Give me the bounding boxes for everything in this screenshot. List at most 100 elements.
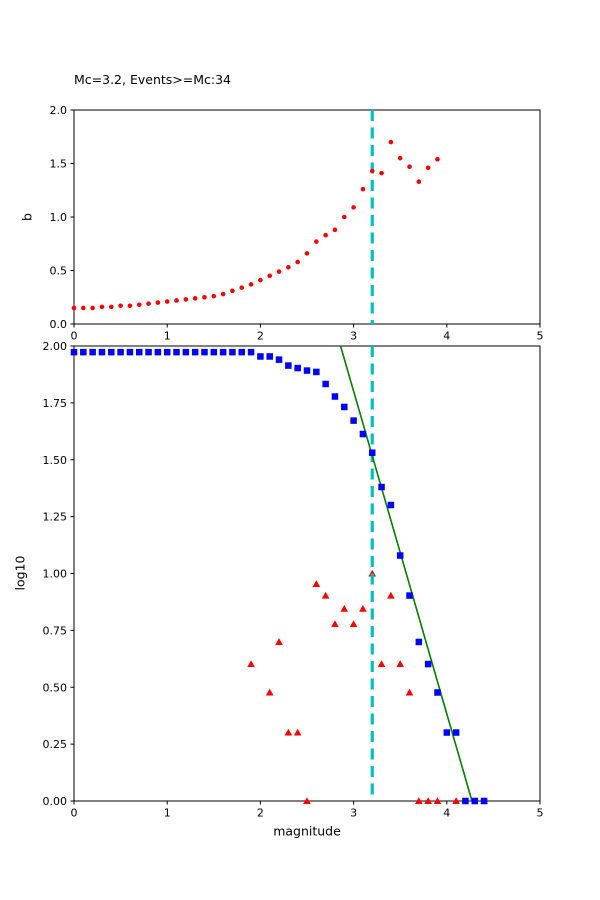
bottom-plot-y-tick-label: 2.00 bbox=[43, 340, 68, 353]
bottom-plot-noncumulative-bin-counts-log10-point bbox=[303, 797, 311, 804]
bottom-plot-noncumulative-bin-counts-log10-point bbox=[415, 797, 423, 804]
bottom-plot-cumulative-counts-log10-point bbox=[219, 348, 227, 356]
bottom-plot-cumulative-counts-log10-point bbox=[163, 348, 171, 356]
bottom-plot-y-tick-label: 0.50 bbox=[43, 681, 68, 694]
bottom-plot-noncumulative-bin-counts-log10-point bbox=[387, 591, 395, 599]
bottom-plot-cumulative-counts-log10-point bbox=[182, 348, 190, 356]
top-plot-b-value-estimates-point bbox=[397, 155, 403, 161]
bottom-plot-cumulative-counts-log10-point bbox=[229, 348, 236, 356]
bottom-plot-x-tick-label: 2 bbox=[257, 807, 264, 820]
bottom-plot-noncumulative-bin-counts-log10-point bbox=[340, 604, 349, 612]
top-plot-b-value-estimates-point bbox=[314, 239, 319, 244]
top-plot-b-value-estimates-point bbox=[388, 139, 394, 145]
bottom-plot-cumulative-counts-log10-point bbox=[424, 660, 432, 668]
top-plot-b-value-estimates-point bbox=[90, 305, 95, 311]
top-plot-b-value-estimates-point bbox=[258, 277, 263, 283]
bottom-plot-y-tick-label: 0.25 bbox=[43, 738, 68, 751]
top-plot-x-tick-label: 1 bbox=[164, 330, 171, 343]
top-plot-b-value-estimates-point bbox=[71, 305, 77, 311]
bottom-plot-cumulative-counts-log10-point bbox=[108, 348, 115, 356]
bottom-plot-noncumulative-bin-counts-log10-point bbox=[368, 569, 377, 577]
top-plot-b-value-estimates-point bbox=[192, 296, 198, 301]
bottom-plot-cumulative-counts-log10-point bbox=[173, 348, 180, 356]
bottom-plot-noncumulative-bin-counts-log10-point bbox=[452, 797, 460, 804]
top-plot-b-value-estimates-point bbox=[267, 273, 273, 279]
top-plot-b-value-estimates-point bbox=[127, 303, 133, 309]
bottom-plot-noncumulative-bin-counts-log10-point bbox=[275, 638, 283, 645]
top-plot-x-tick-label: 3 bbox=[350, 330, 357, 343]
bottom-plot-cumulative-counts-log10-point bbox=[294, 364, 301, 372]
top-plot-x-tick-label: 4 bbox=[443, 330, 450, 343]
bottom-plot-cumulative-counts-log10-point bbox=[145, 348, 152, 356]
top-plot-b-value-estimates-point bbox=[248, 282, 254, 287]
top-plot-x-tick-label: 2 bbox=[257, 330, 264, 343]
bottom-plot-y-tick-label: 0.75 bbox=[43, 624, 68, 637]
bottom-xlabel: magnitude bbox=[273, 823, 341, 839]
top-plot-y-tick-label: 1.0 bbox=[50, 211, 68, 224]
bottom-plot-noncumulative-bin-counts-log10-point bbox=[424, 797, 432, 804]
top-plot-b-value-estimates-point bbox=[369, 168, 375, 174]
top-plot-b-value-estimates-point bbox=[332, 227, 338, 233]
top-plot-b-value-estimates-point bbox=[295, 259, 300, 265]
bottom-plot-cumulative-counts-log10-point bbox=[406, 592, 413, 599]
top-plot-b-value-estimates-point bbox=[286, 264, 291, 270]
bottom-plot-cumulative-counts-log10-point bbox=[368, 449, 376, 456]
top-plot-b-value-estimates-point bbox=[220, 291, 226, 297]
top-plot-y-tick-label: 1.5 bbox=[50, 158, 68, 171]
bottom-plot-cumulative-counts-log10-point bbox=[313, 368, 320, 376]
bottom-plot-cumulative-counts-log10-point bbox=[98, 348, 106, 356]
top-plot-y-tick-label: 2.0 bbox=[50, 104, 68, 117]
bottom-plot-cumulative-counts-log10-point bbox=[126, 348, 134, 356]
bottom-plot-cumulative-counts-log10-point bbox=[247, 348, 255, 356]
top-plot-title: Mc=3.2, Events>=Mc:34 bbox=[74, 72, 232, 87]
top-plot-b-value-estimates-point bbox=[99, 304, 105, 310]
bottom-plot-noncumulative-bin-counts-log10-point bbox=[433, 797, 442, 804]
top-plot-b-value-estimates-point bbox=[136, 302, 142, 308]
top-plot-b-value-estimates-point bbox=[230, 288, 235, 294]
top-plot-b-value-estimates-point bbox=[379, 170, 384, 176]
bottom-plot-frame bbox=[73, 345, 541, 802]
top-plot-b-value-estimates-point bbox=[211, 293, 217, 299]
bottom-plot-cumulative-counts-log10-point bbox=[80, 348, 87, 356]
bottom-plot-x-tick-label: 5 bbox=[537, 807, 544, 820]
top-plot-b-value-estimates-point bbox=[174, 298, 179, 303]
bottom-plot-x-tick-label: 0 bbox=[71, 807, 78, 820]
bottom-plot-noncumulative-bin-counts-log10-point bbox=[321, 591, 330, 599]
bottom-plot-cumulative-counts-log10-point bbox=[480, 797, 488, 805]
top-plot-b-value-estimates-point bbox=[351, 205, 356, 210]
top-plot-y-tick-label: 0.5 bbox=[50, 265, 68, 278]
top-plot-b-value-estimates-point bbox=[108, 304, 114, 310]
bottom-plot-cumulative-counts-log10-point bbox=[275, 356, 283, 363]
top-plot-b-value-estimates-point bbox=[239, 285, 245, 290]
top-plot-b-value-estimates-point bbox=[155, 300, 161, 305]
bottom-plot-cumulative-counts-log10-point bbox=[434, 689, 441, 696]
top-plot-b-value-estimates-point bbox=[146, 301, 151, 306]
top-plot-b-value-estimates-point bbox=[304, 251, 310, 256]
bottom-plot-cumulative-counts-log10-point bbox=[415, 638, 423, 646]
bottom-plot-noncumulative-bin-counts-log10-point bbox=[265, 688, 274, 696]
bottom-plot-noncumulative-bin-counts-log10-point bbox=[331, 620, 339, 628]
bottom-plot-noncumulative-bin-counts-log10-point bbox=[405, 688, 414, 696]
bottom-plot-cumulative-counts-log10-point bbox=[89, 348, 96, 356]
bottom-plot-cumulative-counts-log10-point bbox=[257, 353, 264, 360]
top-plot-b-value-estimates-point bbox=[81, 305, 86, 311]
bottom-plot-noncumulative-bin-counts-log10-point bbox=[312, 580, 321, 587]
bottom-plot-cumulative-counts-log10-point bbox=[303, 367, 311, 374]
bottom-plot-cumulative-counts-log10-point bbox=[350, 417, 357, 424]
bottom-plot-cumulative-counts-log10-point bbox=[191, 348, 199, 356]
bottom-plot-noncumulative-bin-counts-log10-point bbox=[349, 620, 358, 628]
bottom-plot-cumulative-counts-log10-point bbox=[210, 348, 218, 356]
top-plot-x-tick-label: 0 bbox=[71, 330, 78, 343]
bottom-plot-cumulative-counts-log10-point bbox=[443, 729, 451, 736]
bottom-plot-cumulative-counts-log10-point bbox=[462, 797, 469, 805]
bottom-plot-x-tick-label: 3 bbox=[350, 807, 357, 820]
bottom-plot-cumulative-counts-log10-point bbox=[285, 362, 292, 369]
top-plot-b-value-estimates-point bbox=[360, 186, 366, 192]
bottom-plot-y-tick-label: 1.50 bbox=[43, 454, 68, 467]
bottom-plot-cumulative-counts-log10-point bbox=[396, 552, 404, 559]
bottom-plot-cumulative-counts-log10-point bbox=[201, 348, 208, 356]
top-plot-b-value-estimates-point bbox=[341, 214, 347, 220]
bottom-plot-gutenberg-richter-fit-line bbox=[339, 345, 473, 802]
